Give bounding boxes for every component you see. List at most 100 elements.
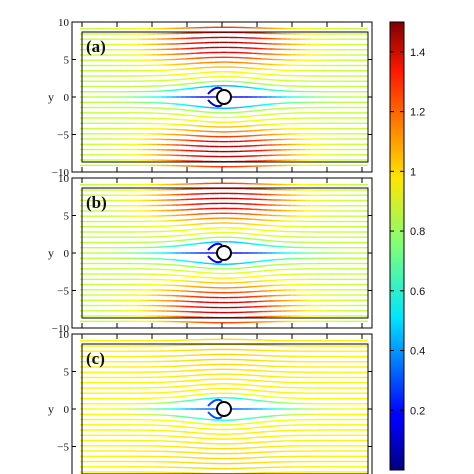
streamline-segment bbox=[185, 233, 191, 236]
panel-b-ytick-label: 0 bbox=[64, 248, 70, 260]
wake-vortex bbox=[207, 99, 223, 108]
panel-a-ytick-label: 5 bbox=[64, 55, 70, 67]
streamline-segment bbox=[247, 86, 253, 89]
streamline-segment bbox=[243, 106, 249, 108]
streamline-segment bbox=[267, 259, 273, 262]
streamline-segment bbox=[195, 266, 201, 269]
streamline-segment bbox=[195, 86, 201, 89]
streamline-segment bbox=[185, 87, 191, 90]
streamline-segment bbox=[247, 115, 253, 117]
streamline-segment bbox=[180, 264, 186, 267]
streamline-segment bbox=[243, 418, 249, 420]
streamline-segment bbox=[243, 398, 249, 400]
streamline-segment bbox=[190, 260, 196, 263]
panel-a-streamlines bbox=[80, 26, 368, 168]
streamline-segment bbox=[247, 110, 253, 113]
panel-c-ytick-label: −5 bbox=[57, 442, 69, 454]
streamline-segment bbox=[180, 244, 186, 247]
wake-vortex bbox=[207, 398, 223, 407]
streamline-segment bbox=[262, 415, 268, 418]
panel-c-streamlines bbox=[80, 338, 368, 474]
streamline-segment bbox=[252, 109, 258, 112]
streamline-segment bbox=[247, 261, 253, 264]
streamline-segment bbox=[252, 265, 258, 268]
streamline-segment bbox=[180, 395, 186, 398]
streamline-segment bbox=[262, 103, 268, 106]
streamline-segment bbox=[185, 243, 191, 246]
streamline-segment bbox=[185, 399, 191, 402]
streamline-segment bbox=[185, 416, 191, 419]
wake-vortex bbox=[207, 411, 223, 420]
streamline-segment bbox=[185, 238, 191, 241]
streamline-segment bbox=[180, 88, 186, 91]
panel-a-ytick-label: 0 bbox=[64, 92, 70, 104]
panel-b-ytick-label: 10 bbox=[58, 173, 70, 185]
streamline-segment bbox=[195, 417, 201, 420]
streamline-segment bbox=[199, 398, 205, 400]
panel-b-ylabel: y bbox=[48, 246, 54, 260]
colorbar-ticks bbox=[390, 51, 404, 411]
streamline-segment bbox=[252, 416, 258, 419]
streamline-segment bbox=[257, 421, 263, 424]
panel-a-ticks bbox=[72, 21, 372, 173]
streamline-segment bbox=[185, 265, 191, 268]
panel-a-ytick-label: −10 bbox=[52, 167, 70, 179]
streamline-segment bbox=[257, 114, 263, 117]
wake-vortex bbox=[207, 86, 223, 95]
streamline-segment bbox=[252, 394, 258, 397]
streamline-segment bbox=[247, 389, 253, 391]
streamline-segment bbox=[243, 86, 249, 88]
panel-c-ylabel: y bbox=[48, 402, 54, 416]
streamline-segment bbox=[247, 417, 253, 420]
streamline-segment bbox=[180, 83, 186, 86]
streamline-segment bbox=[190, 87, 196, 90]
streamline-segment bbox=[185, 394, 191, 397]
streamline-segment bbox=[185, 260, 191, 263]
streamline-segment bbox=[247, 427, 253, 429]
streamline-segment bbox=[247, 242, 253, 245]
streamline-segment bbox=[195, 242, 201, 245]
streamline-segment bbox=[262, 400, 268, 403]
streamline-segment bbox=[195, 115, 201, 117]
colorbar: 0.2 0.4 0.6 0.8 1 1.2 1.4 bbox=[389, 21, 425, 471]
streamline-segment bbox=[247, 81, 253, 84]
streamline-segment bbox=[185, 82, 191, 85]
streamline-segment bbox=[195, 81, 201, 84]
streamline-segment bbox=[185, 389, 191, 392]
streamline-segment bbox=[190, 399, 196, 402]
panel-a-label: (a) bbox=[86, 37, 106, 56]
panel-b-ytick-label: 5 bbox=[64, 211, 70, 223]
streamline-segment bbox=[257, 233, 263, 236]
streamline-segment bbox=[195, 233, 201, 235]
streamline-segment bbox=[195, 77, 201, 79]
streamline-segment bbox=[195, 389, 201, 391]
streamline-segment bbox=[195, 271, 201, 273]
streamline-segment bbox=[199, 106, 205, 108]
streamline-segment bbox=[262, 259, 268, 262]
streamline-segment bbox=[247, 422, 253, 425]
streamline-segment bbox=[199, 418, 205, 420]
panel-a-ytick-label: 10 bbox=[58, 17, 70, 29]
streamline-segment bbox=[180, 400, 186, 403]
streamline-segment bbox=[262, 395, 268, 398]
streamline-segment bbox=[262, 83, 268, 86]
streamline-segment bbox=[262, 244, 268, 247]
colorbar-gradient bbox=[389, 21, 405, 471]
streamline-segment bbox=[262, 420, 268, 423]
streamline-segment bbox=[262, 264, 268, 267]
streamline-segment bbox=[257, 104, 263, 107]
streamline-segment bbox=[247, 271, 253, 273]
streamline-segment bbox=[252, 82, 258, 85]
streamline-segment bbox=[190, 104, 196, 107]
streamline-segment bbox=[252, 104, 258, 107]
streamline-segment bbox=[257, 87, 263, 90]
streamline-segment bbox=[267, 103, 273, 106]
streamline-segment bbox=[190, 243, 196, 246]
streamline-segment bbox=[247, 237, 253, 240]
streamline-segment bbox=[252, 238, 258, 241]
streamline-segment bbox=[190, 109, 196, 112]
streamline-segment bbox=[257, 399, 263, 402]
streamline-segment bbox=[257, 389, 263, 392]
streamline-segment bbox=[267, 400, 273, 403]
